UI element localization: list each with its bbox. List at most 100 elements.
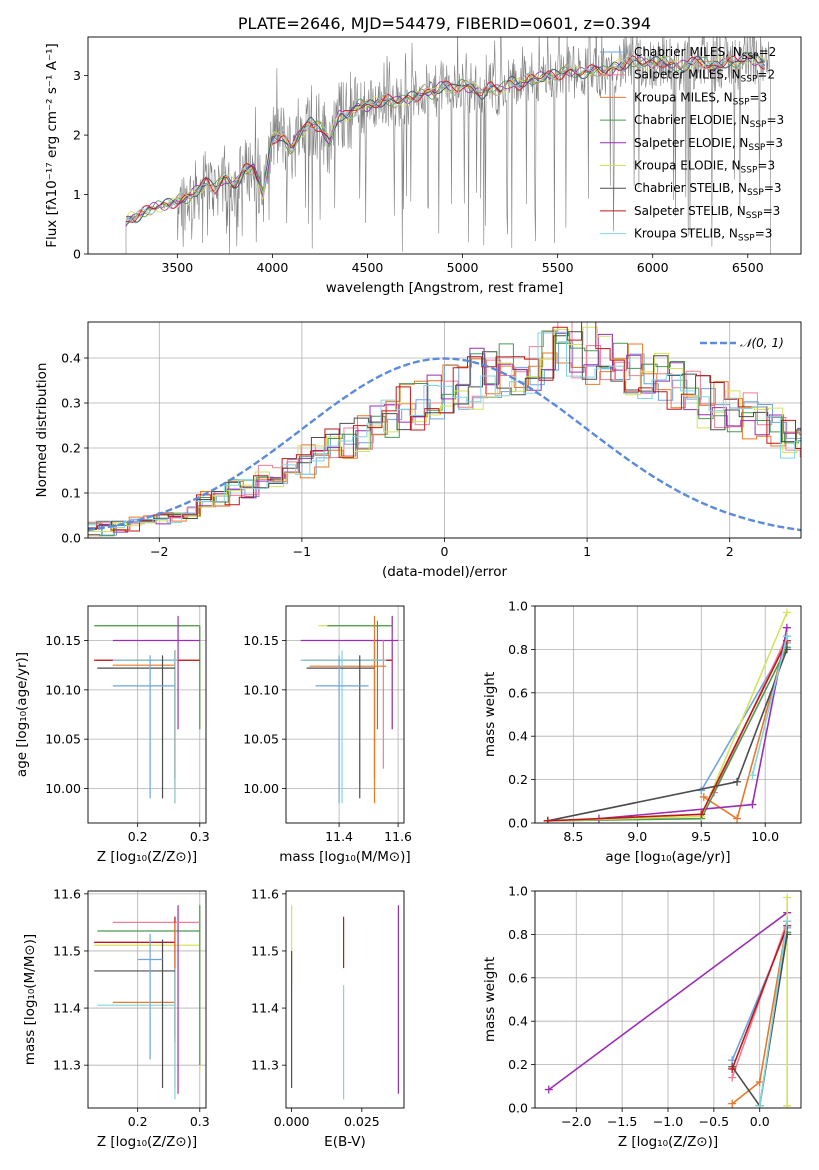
- y-tick-label: 0: [73, 247, 81, 262]
- weight-marker: [783, 917, 792, 926]
- legend: Chabrier MILES, NSSP=2 Salpeter MILES, NS…: [600, 45, 784, 244]
- legend-label: Chabrier STELIB, N: [634, 181, 747, 195]
- y-tick-label: 0.8: [508, 927, 528, 942]
- y-tick-label: 0.0: [508, 816, 528, 831]
- y-tick-label: 10.15: [243, 633, 279, 648]
- y-tick-label: 10.00: [45, 781, 81, 796]
- y-tick-label: 11.6: [251, 886, 279, 901]
- histogram-salpeter-miles: [88, 322, 801, 537]
- weight-line-chabrier-elodie: [547, 646, 788, 822]
- legend-entry: Chabrier MILES, NSSP=2: [634, 45, 776, 62]
- weight-marker: [783, 1101, 792, 1108]
- x-tick-label: −1.0: [653, 1114, 683, 1129]
- x-tick-label: −2: [150, 544, 168, 559]
- weight-vs-Z-axes: −2.0 −1.5 −1.0 −0.5 0.0 0.0 0.2 0.4 0.6 0.8 1.0 Z […: [482, 884, 802, 1150]
- x-tick-label: 0: [441, 544, 449, 559]
- y-tick-label: 11.4: [251, 1001, 279, 1016]
- y-tick-label: 0.1: [61, 486, 81, 501]
- x-tick-label: 0.0: [750, 1114, 770, 1129]
- x-axis-label: (data-model)/error: [382, 564, 508, 580]
- mass-vs-Z-axes: 0.2 0.3 11.3 11.4 11.5 11.6 Z [log₁₀(Z/Z⊙)] mas…: [22, 886, 210, 1150]
- x-tick-label: 9.0: [627, 829, 647, 844]
- weight-marker: [755, 1077, 764, 1086]
- x-tick-label: 0.2: [128, 1114, 148, 1129]
- y-tick-label: 0.4: [508, 729, 528, 744]
- x-tick-label: 0.2: [128, 829, 148, 844]
- weight-marker: [748, 771, 757, 780]
- legend-entry: Chabrier STELIB, NSSP=3: [634, 181, 782, 198]
- x-tick-label: 1: [583, 544, 591, 559]
- weight-marker: [728, 1073, 737, 1082]
- y-axis-label: mass [log₁₀(M/M⊙)]: [22, 934, 38, 1065]
- x-axis-label: E(B-V): [324, 1134, 366, 1150]
- x-axis-label: wavelength [Angstrom, rest frame]: [326, 280, 564, 296]
- mass-vs-EBV-axes: 0.000 0.025 11.3 11.4 11.5 11.6 E(B-V): [251, 886, 405, 1150]
- legend-count: =3: [766, 113, 784, 127]
- y-axis-label: mass weight: [482, 672, 498, 757]
- y-tick-label: 0.2: [508, 1057, 528, 1072]
- residuals-plot-area: [88, 322, 801, 537]
- x-tick-label: 6500: [732, 260, 764, 275]
- x-tick-label: 0.000: [274, 1114, 310, 1129]
- weight-marker: [728, 1099, 737, 1108]
- weight-vs-Z-plot-area: [544, 893, 792, 1108]
- weight-line-salpeter-stelib: [547, 640, 788, 822]
- y-axis-label: mass weight: [482, 957, 498, 1042]
- legend-entry: Salpeter MILES, NSSP=2: [634, 68, 775, 85]
- legend-subscript: SSP: [748, 143, 765, 153]
- legend-count: =2: [757, 68, 775, 82]
- x-tick-label: 6000: [637, 260, 669, 275]
- y-tick-label: 10.10: [243, 682, 279, 697]
- mass-vs-Z-plot-area: [94, 905, 201, 1100]
- spectrum-axes: 3500 4000 4500 5000 5500 6000 6500 0 1 2 3 waveleng…: [44, 14, 802, 296]
- y-tick-label: 11.3: [251, 1058, 279, 1073]
- weight-line-kroupa-stelib: [758, 921, 788, 1106]
- legend-label: Salpeter ELODIE, N: [634, 136, 748, 150]
- legend-subscript: SSP: [738, 234, 755, 244]
- histogram-kroupa-elodie: [88, 326, 801, 532]
- legend-count: =2: [759, 45, 777, 59]
- x-tick-label: 2: [726, 544, 734, 559]
- legend-entry: Kroupa MILES, NSSP=3: [634, 90, 767, 107]
- x-tick-label: 5500: [542, 260, 574, 275]
- axes-frame: [87, 605, 207, 824]
- y-tick-label: 11.5: [53, 943, 81, 958]
- axes-frame: [87, 36, 802, 255]
- x-tick-label: 9.5: [691, 829, 711, 844]
- legend-count: =3: [757, 159, 775, 173]
- x-tick-label: 3500: [161, 260, 193, 275]
- weight-marker: [728, 1064, 737, 1073]
- model-line-kroupa-elodie: [125, 56, 766, 219]
- x-axis-label: age [log₁₀(age/yr)]: [605, 849, 730, 865]
- weight-marker: [733, 814, 742, 823]
- weight-line-salpeter-stelib: [731, 925, 788, 1070]
- age-vs-mass-axes: 11.4 11.6 10.00 10.05 10.10 10.15 mass [log₁₀(…: [243, 605, 412, 865]
- legend-subscript: SSP: [747, 188, 764, 198]
- histogram-salpeter-elodie: [88, 332, 801, 533]
- y-tick-label: 0.8: [508, 642, 528, 657]
- x-tick-label: −1.5: [607, 1114, 637, 1129]
- x-tick-label: 5000: [447, 260, 479, 275]
- x-tick-label: 11.6: [384, 829, 412, 844]
- axes-frame: [534, 605, 802, 824]
- x-axis-label: Z [log₁₀(Z/Z⊙)]: [97, 849, 197, 865]
- y-axis-label: Normed distribution: [34, 363, 50, 498]
- model-line-salpeter-elodie: [125, 55, 766, 227]
- x-tick-label: 0.025: [344, 1114, 380, 1129]
- x-tick-label: 0.3: [190, 1114, 210, 1129]
- legend-subscript: SSP: [741, 75, 758, 85]
- chart-title: PLATE=2646, MJD=54479, FIBERID=0601, z=0…: [238, 14, 651, 33]
- x-tick-label: 10.0: [751, 829, 779, 844]
- x-axis-label: Z [log₁₀(Z/Z⊙)]: [97, 1134, 197, 1150]
- y-tick-label: 10.10: [45, 682, 81, 697]
- y-tick-label: 1.0: [508, 884, 528, 899]
- legend-count: =3: [755, 227, 773, 241]
- y-tick-label: 10.15: [45, 633, 81, 648]
- x-tick-label: 4500: [352, 260, 384, 275]
- legend-label: Kroupa MILES, N: [634, 90, 733, 104]
- legend-label: Kroupa STELIB, N: [634, 227, 738, 241]
- weight-marker: [544, 1085, 553, 1094]
- legend-label: Chabrier ELODIE, N: [634, 113, 750, 127]
- legend-count: =3: [765, 136, 783, 150]
- legend-entry: Salpeter ELODIE, NSSP=3: [634, 136, 783, 153]
